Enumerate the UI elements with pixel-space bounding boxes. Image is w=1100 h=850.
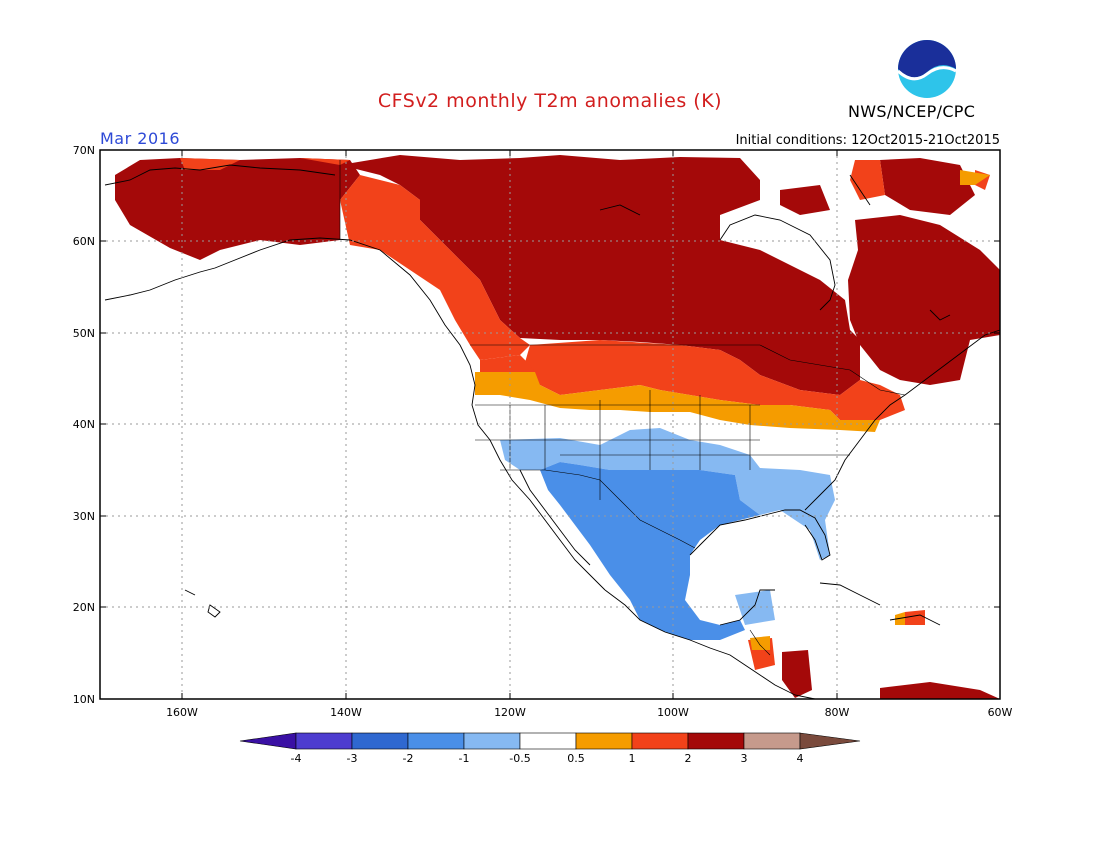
colorbar-segment bbox=[295, 732, 353, 750]
lat-label: 10N bbox=[73, 693, 95, 706]
noaa-logo bbox=[896, 40, 957, 98]
colorbar-tick-label: -4 bbox=[291, 752, 302, 765]
colorbar-tick-label: 2 bbox=[685, 752, 692, 765]
colorbar-tick-label: -3 bbox=[347, 752, 358, 765]
colorbar bbox=[239, 732, 861, 750]
chart-title: CFSv2 monthly T2m anomalies (K) bbox=[377, 90, 723, 112]
lon-label: 140W bbox=[330, 706, 362, 719]
colorbar-segment bbox=[743, 732, 801, 750]
lat-label: 40N bbox=[73, 418, 95, 431]
anomaly-region-neg1-neg2 bbox=[540, 462, 760, 640]
political-boundaries bbox=[339, 160, 906, 656]
lon-label: 80W bbox=[825, 706, 850, 719]
colorbar-segment bbox=[631, 732, 689, 750]
colorbar-segment bbox=[799, 732, 861, 750]
colorbar-tick-label: -1 bbox=[459, 752, 470, 765]
lon-label: 120W bbox=[494, 706, 526, 719]
colorbar-segment bbox=[463, 732, 521, 750]
anomaly-field bbox=[115, 155, 1000, 699]
colorbar-tick-label: 4 bbox=[797, 752, 804, 765]
lat-ticks bbox=[100, 149, 1000, 700]
lat-label: 20N bbox=[73, 601, 95, 614]
colorbar-segment bbox=[239, 732, 297, 750]
agency-label: NWS/NCEP/CPC bbox=[848, 102, 976, 121]
lon-ticks bbox=[181, 150, 838, 699]
anomaly-region-0.5-1 bbox=[475, 170, 990, 650]
lon-label: 60W bbox=[988, 706, 1013, 719]
colorbar-segment bbox=[519, 732, 577, 750]
colorbar-segment bbox=[407, 732, 465, 750]
colorbar-tick-label: 3 bbox=[741, 752, 748, 765]
lon-label: 100W bbox=[657, 706, 689, 719]
lon-gridlines bbox=[181, 150, 838, 699]
colorbar-segment bbox=[351, 732, 409, 750]
lat-label: 30N bbox=[73, 510, 95, 523]
lon-label: 160W bbox=[166, 706, 198, 719]
colorbar-tick-label: -0.5 bbox=[509, 752, 530, 765]
lat-label: 50N bbox=[73, 327, 95, 340]
lat-label: 70N bbox=[73, 144, 95, 157]
initial-conditions-label: Initial conditions: 12Oct2015-21Oct2015 bbox=[735, 133, 1000, 148]
colorbar-tick-label: -2 bbox=[403, 752, 414, 765]
anomaly-region-gt-2 bbox=[115, 155, 1000, 699]
colorbar-segment bbox=[575, 732, 633, 750]
lat-gridlines bbox=[100, 240, 1000, 608]
colorbar-tick-label: 0.5 bbox=[567, 752, 585, 765]
colorbar-segment bbox=[687, 732, 745, 750]
colorbar-tick-label: 1 bbox=[629, 752, 636, 765]
coastlines bbox=[104, 164, 1001, 700]
lat-label: 60N bbox=[73, 235, 95, 248]
forecast-month-label: Mar 2016 bbox=[100, 129, 180, 148]
